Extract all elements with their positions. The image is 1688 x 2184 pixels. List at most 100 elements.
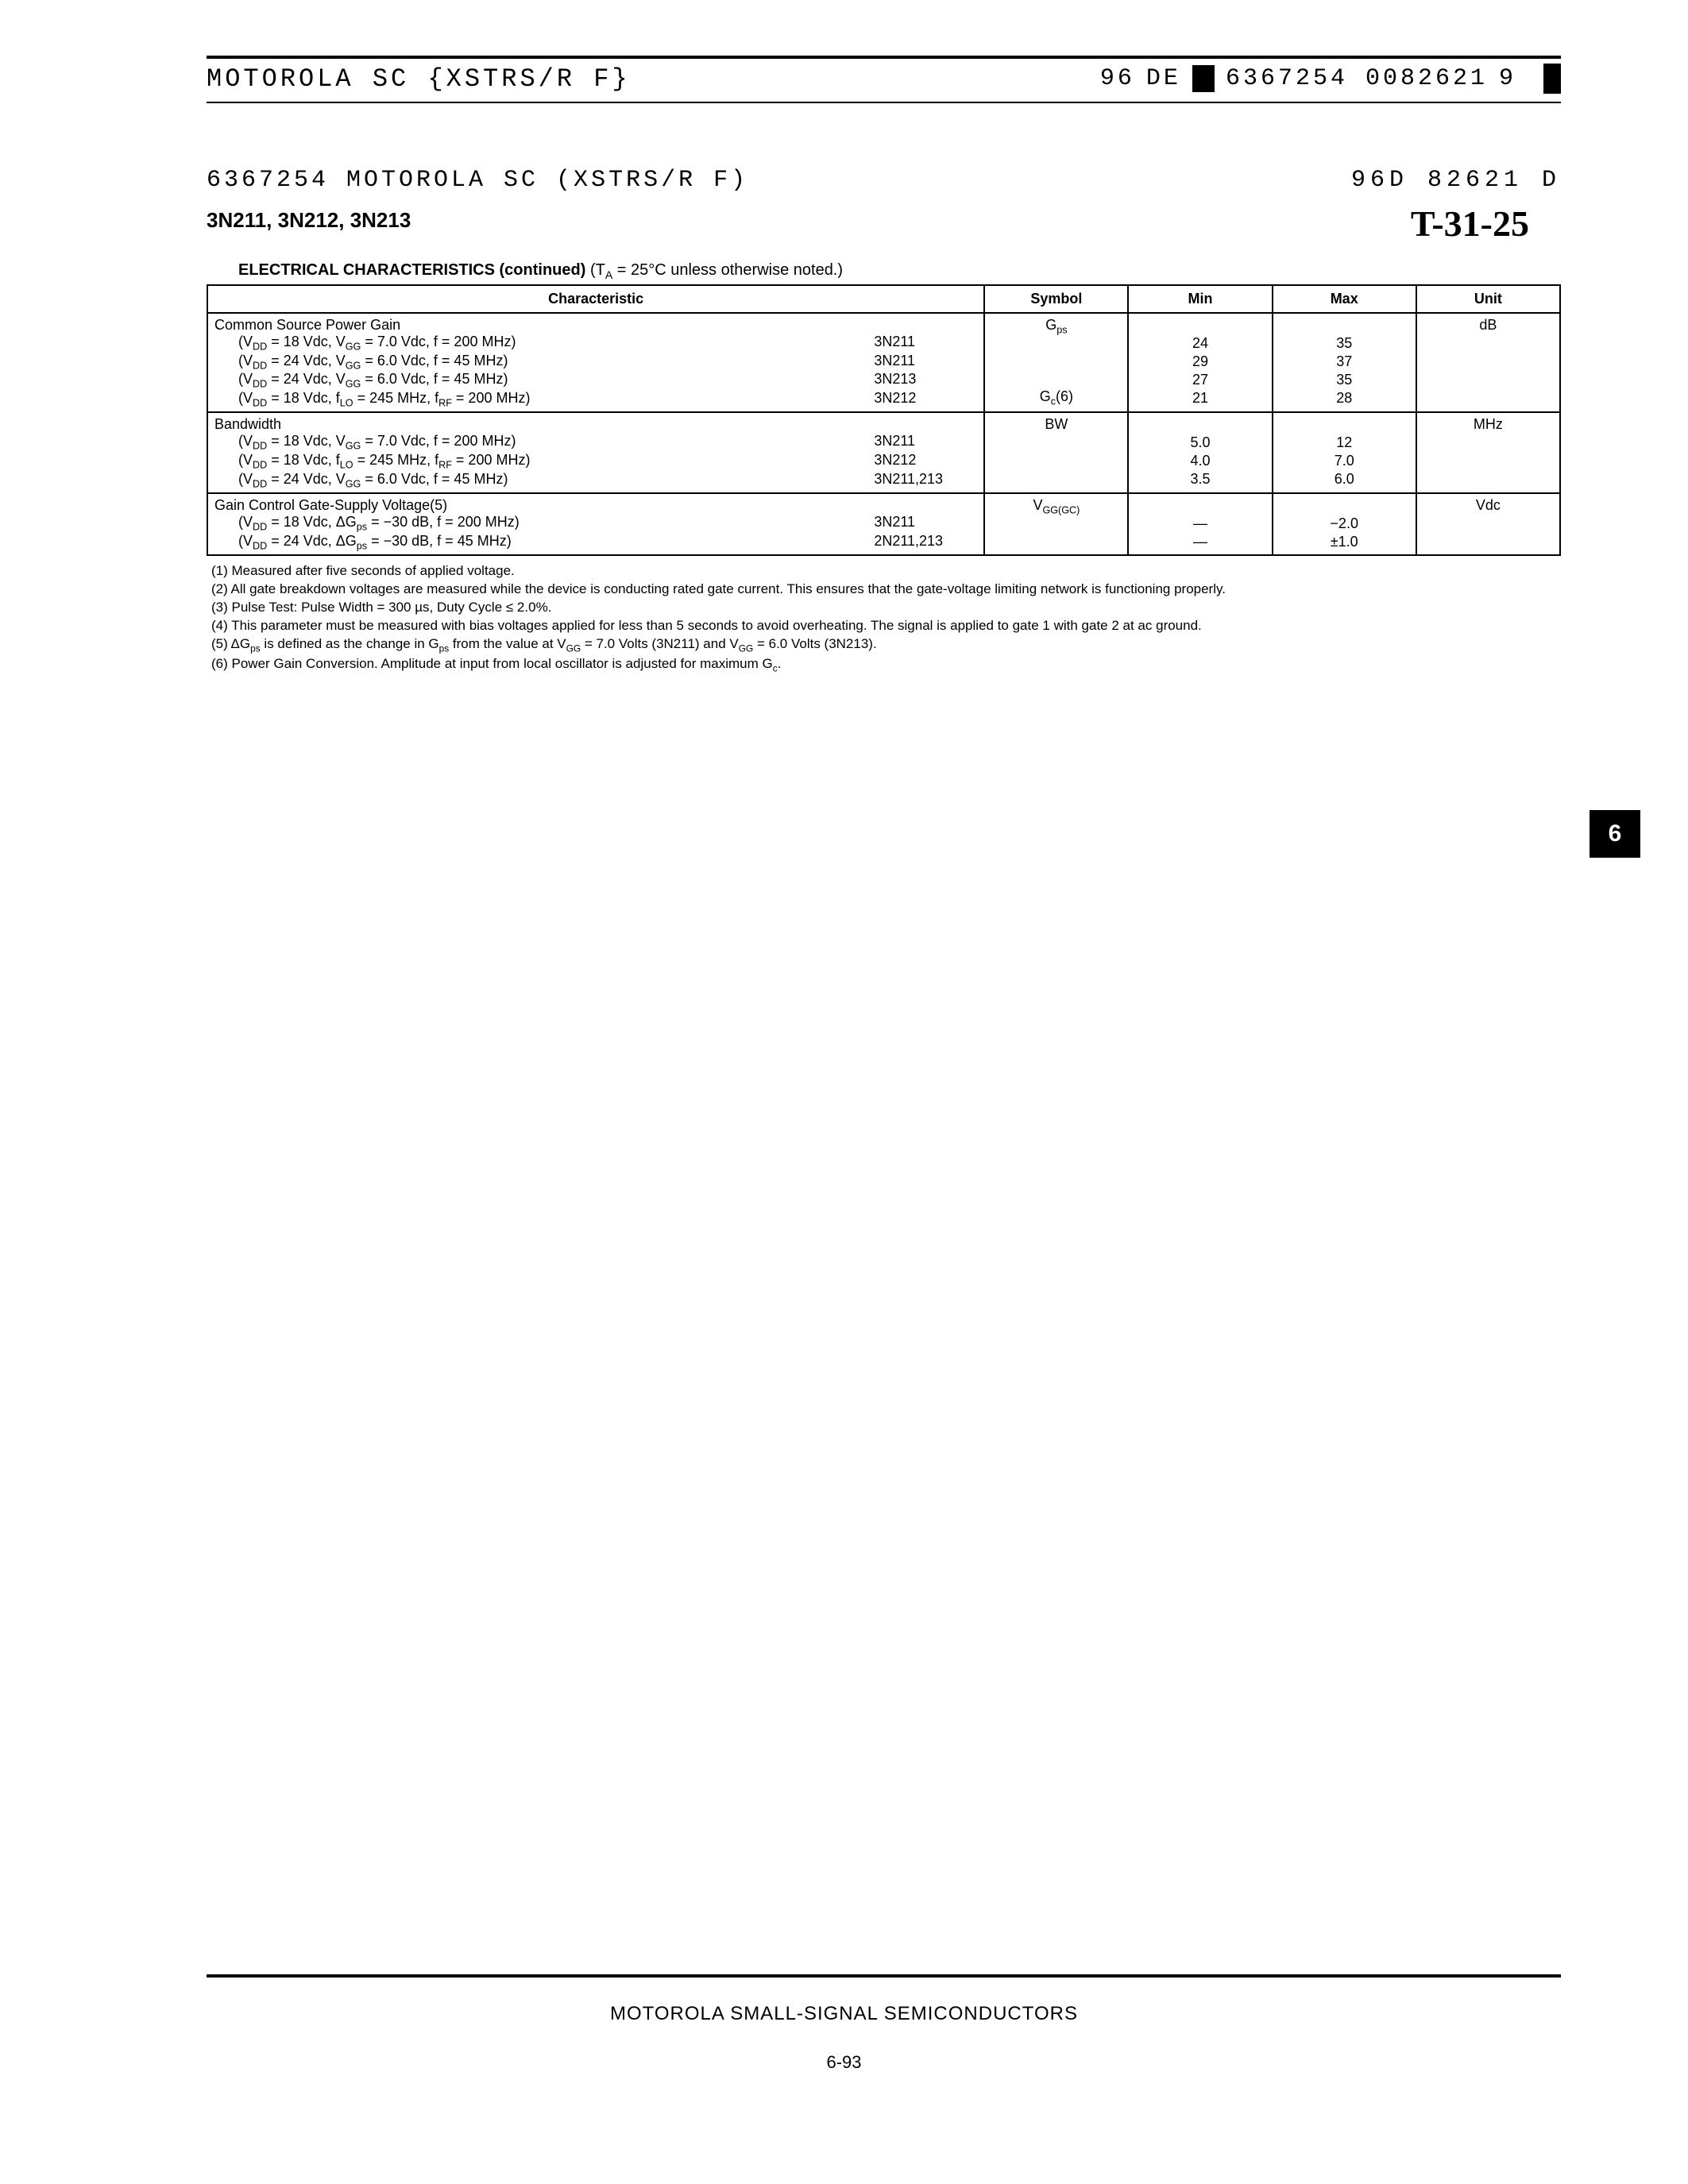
- device-type: 3N211: [874, 433, 977, 452]
- footnote: (5) ΔGps is defined as the change in Gps…: [211, 635, 1561, 654]
- max-value: 12: [1280, 434, 1409, 451]
- condition-text: (VDD = 24 Vdc, VGG = 6.0 Vdc, f = 45 MHz…: [214, 353, 874, 372]
- max-cell: 35373528: [1273, 313, 1416, 412]
- ec-cond-a: (T: [590, 261, 605, 279]
- col-max: Max: [1273, 285, 1416, 313]
- side-tab-label: 6: [1609, 820, 1622, 847]
- device-type: 3N211: [874, 514, 977, 533]
- header2-left: 6367254 MOTOROLA SC (XSTRS/R F): [207, 167, 748, 194]
- topbar-code: 6367254 0082621: [1226, 65, 1488, 92]
- condition-text: (VDD = 24 Vdc, VGG = 6.0 Vdc, f = 45 MHz…: [214, 371, 874, 390]
- device-type: 3N212: [874, 390, 977, 409]
- min-cell: ——: [1128, 493, 1272, 555]
- parts-line: 3N211, 3N212, 3N213: [207, 208, 1561, 233]
- unit-value: dB: [1423, 317, 1553, 334]
- footnote: (4) This parameter must be measured with…: [211, 617, 1561, 635]
- ec-title: ELECTRICAL CHARACTERISTICS (continued) (…: [238, 261, 1561, 281]
- condition-row: (VDD = 18 Vdc, VGG = 7.0 Vdc, f = 200 MH…: [214, 334, 977, 353]
- symbol-cell: Gps Gc(6): [984, 313, 1128, 412]
- condition-row: (VDD = 18 Vdc, VGG = 7.0 Vdc, f = 200 MH…: [214, 433, 977, 452]
- header-2: 6367254 MOTOROLA SC (XSTRS/R F) 96D 8262…: [207, 167, 1561, 194]
- unit-cell: dB: [1416, 313, 1560, 412]
- min-value: 5.0: [1135, 434, 1265, 451]
- condition-text: (VDD = 24 Vdc, ΔGps = −30 dB, f = 45 MHz…: [214, 533, 874, 552]
- ec-title-cond: (TA = 25°C unless otherwise noted.): [590, 261, 843, 279]
- device-type: 2N211,213: [874, 533, 977, 552]
- side-tab: 6: [1590, 810, 1640, 858]
- min-value: 21: [1135, 390, 1265, 407]
- characteristic-cell: Gain Control Gate-Supply Voltage(5) (VDD…: [207, 493, 984, 555]
- max-value: 35: [1280, 335, 1409, 352]
- unit-cell: MHz: [1416, 412, 1560, 493]
- footnote: (3) Pulse Test: Pulse Width = 300 µs, Du…: [211, 599, 1561, 617]
- symbol-top: VGG(GC): [991, 497, 1121, 516]
- footer-rule: [207, 1974, 1561, 1978]
- max-value: 35: [1280, 372, 1409, 388]
- table-row: Bandwidth (VDD = 18 Vdc, VGG = 7.0 Vdc, …: [207, 412, 1560, 493]
- black-block-icon: [1543, 64, 1561, 94]
- footnotes: (1) Measured after five seconds of appli…: [211, 562, 1561, 674]
- characteristic-cell: Common Source Power Gain (VDD = 18 Vdc, …: [207, 313, 984, 412]
- max-value: −2.0: [1280, 515, 1409, 532]
- black-block-icon: [1192, 65, 1215, 92]
- footnote: (2) All gate breakdown voltages are meas…: [211, 581, 1561, 599]
- max-cell: 127.06.0: [1273, 412, 1416, 493]
- unit-cell: Vdc: [1416, 493, 1560, 555]
- col-min: Min: [1128, 285, 1272, 313]
- col-symbol: Symbol: [984, 285, 1128, 313]
- condition-text: (VDD = 18 Vdc, VGG = 7.0 Vdc, f = 200 MH…: [214, 433, 874, 452]
- max-value: 6.0: [1280, 471, 1409, 488]
- table-header-row: Characteristic Symbol Min Max Unit: [207, 285, 1560, 313]
- footer-text: MOTOROLA SMALL-SIGNAL SEMICONDUCTORS: [0, 2003, 1688, 2025]
- section-title: Common Source Power Gain: [214, 317, 977, 334]
- device-type: 3N211,213: [874, 471, 977, 490]
- topbar-96: 96: [1100, 65, 1135, 92]
- max-value: 28: [1280, 390, 1409, 407]
- condition-row: (VDD = 18 Vdc, ΔGps = −30 dB, f = 200 MH…: [214, 514, 977, 533]
- unit-value: Vdc: [1423, 497, 1553, 514]
- min-cell: 5.04.03.5: [1128, 412, 1272, 493]
- topbar-de: DE: [1146, 65, 1181, 92]
- footnote: (6) Power Gain Conversion. Amplitude at …: [211, 655, 1561, 674]
- condition-text: (VDD = 18 Vdc, fLO = 245 MHz, fRF = 200 …: [214, 452, 874, 471]
- table-row: Gain Control Gate-Supply Voltage(5) (VDD…: [207, 493, 1560, 555]
- condition-text: (VDD = 18 Vdc, VGG = 7.0 Vdc, f = 200 MH…: [214, 334, 874, 353]
- topbar-9: 9: [1499, 65, 1516, 92]
- condition-row: (VDD = 24 Vdc, ΔGps = −30 dB, f = 45 MHz…: [214, 533, 977, 552]
- col-unit: Unit: [1416, 285, 1560, 313]
- min-value: 3.5: [1135, 471, 1265, 488]
- ec-cond-sub: A: [605, 268, 612, 281]
- electrical-characteristics-table: Characteristic Symbol Min Max Unit Commo…: [207, 284, 1561, 556]
- top-bar: MOTOROLA SC {XSTRS/R F} 96 DE 6367254 00…: [207, 59, 1561, 103]
- max-value: 37: [1280, 353, 1409, 370]
- handwritten-code: T-31-25: [1411, 203, 1529, 245]
- section-title: Bandwidth: [214, 416, 977, 433]
- device-type: 3N213: [874, 371, 977, 390]
- condition-row: (VDD = 24 Vdc, VGG = 6.0 Vdc, f = 45 MHz…: [214, 371, 977, 390]
- device-type: 3N211: [874, 353, 977, 372]
- characteristic-cell: Bandwidth (VDD = 18 Vdc, VGG = 7.0 Vdc, …: [207, 412, 984, 493]
- header2-right: 96D 82621 D: [1351, 167, 1561, 194]
- page-number: 6-93: [0, 2052, 1688, 2073]
- table-row: Common Source Power Gain (VDD = 18 Vdc, …: [207, 313, 1560, 412]
- condition-row: (VDD = 18 Vdc, fLO = 245 MHz, fRF = 200 …: [214, 452, 977, 471]
- min-value: —: [1135, 515, 1265, 532]
- symbol-bottom: Gc(6): [991, 388, 1121, 407]
- condition-text: (VDD = 18 Vdc, ΔGps = −30 dB, f = 200 MH…: [214, 514, 874, 533]
- max-cell: −2.0±1.0: [1273, 493, 1416, 555]
- symbol-cell: VGG(GC): [984, 493, 1128, 555]
- unit-value: MHz: [1423, 416, 1553, 433]
- min-value: 27: [1135, 372, 1265, 388]
- topbar-right: 96 DE 6367254 0082621 9: [1100, 64, 1561, 94]
- device-type: 3N212: [874, 452, 977, 471]
- ec-cond-b: = 25°C unless otherwise noted.): [612, 261, 843, 279]
- condition-row: (VDD = 24 Vdc, VGG = 6.0 Vdc, f = 45 MHz…: [214, 471, 977, 490]
- condition-row: (VDD = 24 Vdc, VGG = 6.0 Vdc, f = 45 MHz…: [214, 353, 977, 372]
- condition-row: (VDD = 18 Vdc, fLO = 245 MHz, fRF = 200 …: [214, 390, 977, 409]
- min-value: 24: [1135, 335, 1265, 352]
- min-value: —: [1135, 534, 1265, 550]
- symbol-top: BW: [991, 416, 1121, 433]
- footnote: (1) Measured after five seconds of appli…: [211, 562, 1561, 581]
- topbar-left: MOTOROLA SC {XSTRS/R F}: [207, 64, 631, 94]
- symbol-top: Gps: [991, 317, 1121, 336]
